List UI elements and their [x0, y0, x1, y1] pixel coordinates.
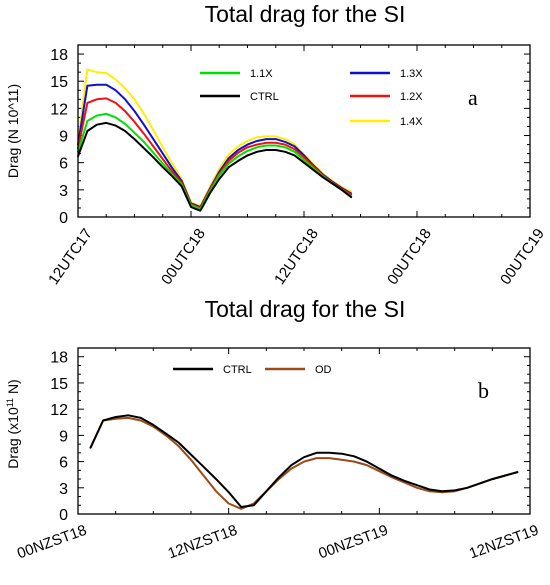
a-y-tick-label: 15	[50, 74, 68, 91]
b-y-tick-label: 0	[59, 507, 68, 524]
a-y-tick-label: 3	[59, 183, 68, 200]
a-y-tick-label: 6	[59, 156, 68, 173]
b-y-tick-label: 12	[50, 402, 68, 419]
a-x-tick-label: 00UTC18	[158, 226, 209, 288]
a-y-tick-label: 18	[50, 47, 68, 64]
b-series-line-ctrl	[89, 414, 519, 508]
panel-b-series	[89, 414, 519, 510]
b-series-line-od	[89, 416, 519, 510]
panel-a-series	[77, 68, 353, 212]
a-series-line-ctrl	[77, 121, 353, 212]
a-legend-label-1-4x: 1.4X	[400, 116, 423, 128]
a-y-tick-label: 0	[59, 210, 68, 227]
a-legend-label-1-1x: 1.1X	[250, 68, 273, 80]
panel-b-y-axis-label-end: N)	[5, 379, 21, 398]
a-series-line-1-2x	[77, 97, 353, 209]
panel-b-frame	[77, 347, 531, 515]
panel-b-y-axis-label-main: Drag (x10	[5, 407, 21, 469]
b-x-tick-label: 12NZST18	[166, 522, 240, 563]
b-y-tick-label: 9	[59, 428, 68, 445]
panel-a-y-axis-label: Drag (N 10^11)	[5, 84, 21, 178]
a-y-tick-label: 12	[50, 101, 68, 118]
panel-b-legend: CTRL OD	[173, 364, 332, 376]
panel-b-title: Total drag for the SI	[205, 296, 406, 322]
a-legend-label-1-2x: 1.2X	[400, 91, 423, 103]
panel-b-chart: Total drag for the SI Drag (x1011 N) b 0…	[5, 296, 541, 562]
b-x-tick-label: 00NZST18	[15, 522, 89, 563]
b-y-tick-label: 18	[50, 350, 68, 367]
a-x-tick-label: 12UTC17	[45, 226, 96, 288]
panel-b-y-axis-label-sup: 11	[5, 398, 15, 407]
a-legend-label-ctrl: CTRL	[250, 91, 279, 103]
panel-b-y-axis-label: Drag (x1011 N)	[5, 379, 21, 468]
panel-a-frame	[77, 44, 531, 218]
a-y-tick-label: 9	[59, 129, 68, 146]
panel-a-title: Total drag for the SI	[205, 1, 406, 27]
b-x-tick-label: 12NZST19	[467, 522, 541, 563]
b-y-tick-label: 3	[59, 481, 68, 498]
panel-a-legend: 1.1X 1.3X CTRL 1.2X 1.4X	[200, 68, 423, 128]
panel-a-chart: Total drag for the SI Drag (N 10^11) a 0…	[5, 1, 548, 288]
a-series-line-1-3x	[77, 83, 353, 208]
b-legend-label-ctrl: CTRL	[223, 364, 252, 376]
b-y-tick-label: 6	[59, 455, 68, 472]
b-y-tick-label: 15	[50, 376, 68, 393]
panel-b-axes: 0 3 6 9 12 15 18 00NZST18 12NZST18 00NZST19 12NZST…	[15, 347, 541, 563]
b-legend-label-od: OD	[315, 364, 332, 376]
panel-b-letter: b	[478, 378, 489, 403]
a-x-tick-label: 00UTC19	[497, 226, 548, 288]
b-x-tick-label: 00NZST19	[316, 522, 390, 563]
a-legend-label-1-3x: 1.3X	[400, 68, 423, 80]
panel-a-axes: 0 3 6 9 12 15 18 12UTC17 00UTC18 12UTC18 00UTC18 00…	[45, 44, 548, 288]
a-x-tick-label: 00UTC18	[384, 226, 435, 288]
a-x-tick-label: 12UTC18	[271, 226, 322, 288]
panel-a-letter: a	[468, 85, 478, 110]
